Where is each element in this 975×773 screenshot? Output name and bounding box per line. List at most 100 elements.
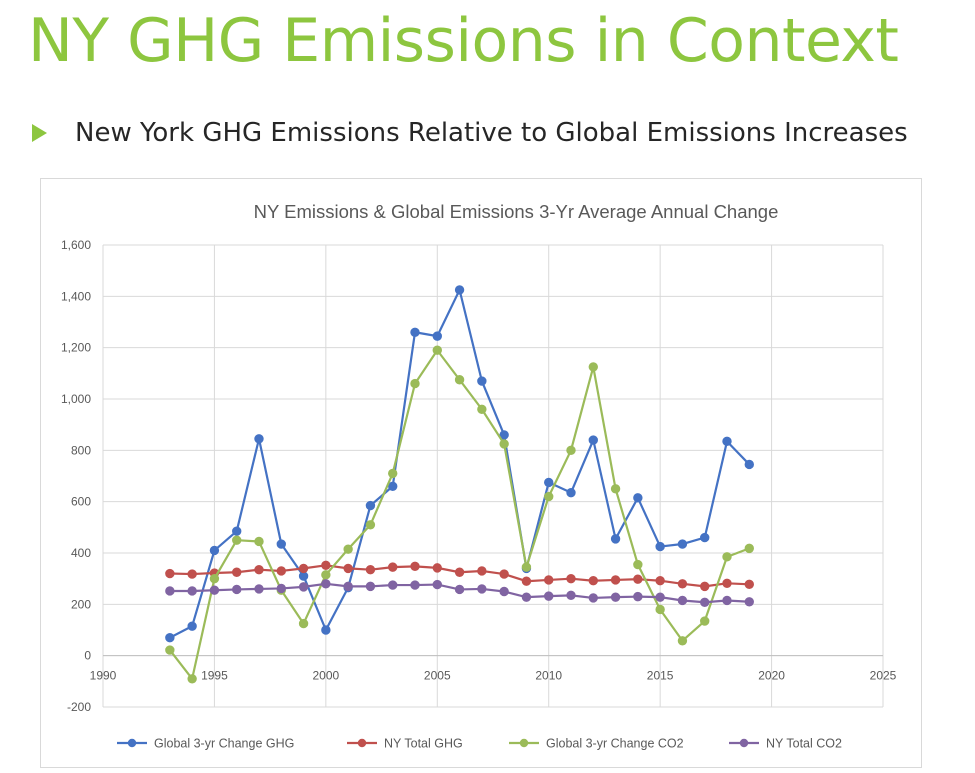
data-point: [321, 579, 331, 589]
data-point: [365, 564, 376, 575]
data-point: [544, 491, 554, 502]
data-point: [388, 562, 398, 572]
data-point: [454, 584, 465, 595]
data-point: [432, 331, 442, 341]
data-point: [165, 645, 175, 655]
data-point: [655, 604, 665, 615]
legend-marker: [739, 738, 749, 748]
data-point: [254, 564, 264, 575]
data-point: [521, 592, 532, 602]
data-point: [744, 579, 754, 590]
data-point: [276, 539, 286, 549]
axes: -200 0 200 400 600 800 1,000 1,200 1,400 1,600 199…: [61, 238, 897, 714]
data-point: [388, 481, 398, 491]
data-point: [677, 595, 688, 606]
bullet-text: New York GHG Emissions Relative to Globa…: [75, 118, 908, 148]
legend-label: Global 3-yr Change CO2: [546, 737, 684, 751]
data-point: [477, 566, 487, 576]
y-tick-label: 200: [71, 597, 91, 611]
slide-title: NY GHG Emissions in Context: [28, 6, 899, 76]
data-point: [588, 593, 598, 603]
data-point: [722, 436, 732, 447]
legend: Global 3-yr Change GHG NY Total GHG Global…: [117, 737, 842, 751]
data-point: [343, 544, 353, 554]
bullet-row: New York GHG Emissions Relative to Globa…: [32, 116, 908, 150]
data-point: [477, 376, 487, 386]
data-point: [187, 586, 197, 596]
series-line: [168, 349, 750, 680]
y-tick-label: 0: [84, 649, 91, 663]
x-tick-label: 2025: [870, 669, 897, 683]
data-point: [298, 582, 309, 592]
x-tick-label: 2005: [424, 669, 451, 683]
chart-title: NY Emissions & Global Emissions 3-Yr Ave…: [254, 201, 779, 222]
data-point: [165, 568, 175, 579]
data-point: [276, 583, 286, 594]
x-tick-label: 2015: [647, 669, 674, 683]
data-point: [566, 445, 576, 456]
data-point: [209, 573, 220, 584]
data-point: [365, 581, 376, 592]
data-point: [187, 621, 197, 631]
data-point: [722, 552, 732, 562]
data-point: [454, 375, 465, 385]
data-point: [477, 584, 487, 594]
data-point: [232, 584, 242, 595]
data-point: [633, 591, 643, 602]
data-point: [588, 362, 598, 372]
data-point: [566, 487, 576, 498]
legend-marker: [127, 738, 137, 748]
y-tick-label: 1,400: [61, 289, 91, 303]
data-point: [254, 536, 264, 547]
data-point: [499, 586, 509, 597]
data-point: [677, 636, 688, 646]
series-2: [165, 345, 754, 684]
x-tick-label: 2020: [758, 669, 785, 683]
data-point: [254, 434, 264, 444]
series-3: [165, 579, 754, 607]
y-tick-label: 800: [71, 443, 91, 457]
data-point: [276, 566, 286, 576]
data-point: [566, 573, 576, 584]
data-point: [388, 580, 398, 590]
data-point: [321, 625, 331, 635]
data-point: [700, 581, 710, 592]
data-point: [610, 592, 621, 602]
data-point: [477, 404, 487, 414]
x-tick-label: 1995: [201, 669, 228, 683]
y-tick-label: 600: [71, 495, 91, 509]
legend-marker: [357, 738, 367, 748]
data-point: [744, 597, 754, 607]
x-tick-label: 1990: [90, 669, 117, 683]
data-point: [410, 327, 420, 337]
legend-marker: [519, 738, 529, 748]
legend-label: NY Total GHG: [384, 737, 463, 751]
data-point: [677, 579, 688, 589]
data-point: [655, 576, 665, 586]
data-point: [165, 633, 175, 643]
data-point: [232, 535, 242, 545]
legend-label: NY Total CO2: [766, 737, 842, 751]
data-point: [544, 477, 554, 488]
data-point: [633, 559, 643, 570]
data-point: [544, 575, 554, 585]
data-point: [321, 570, 331, 580]
data-point: [321, 560, 331, 571]
data-point: [588, 435, 598, 445]
data-point: [454, 567, 465, 577]
data-point: [432, 345, 442, 355]
data-point: [298, 571, 309, 581]
data-point: [633, 493, 643, 503]
data-point: [610, 534, 621, 544]
data-point: [744, 543, 754, 554]
data-point: [700, 597, 710, 607]
x-tick-label: 2000: [313, 669, 340, 683]
data-point: [544, 591, 554, 601]
data-point: [722, 595, 732, 606]
data-point: [655, 592, 665, 602]
data-point: [655, 541, 665, 552]
data-point: [187, 569, 197, 579]
data-point: [499, 439, 509, 449]
data-point: [365, 500, 376, 511]
data-point: [588, 576, 598, 586]
